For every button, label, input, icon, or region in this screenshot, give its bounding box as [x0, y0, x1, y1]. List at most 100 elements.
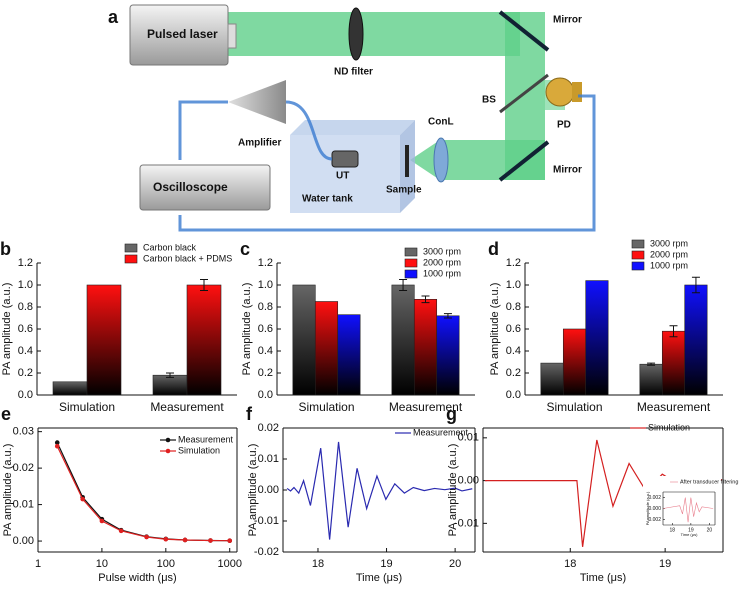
legend-marker [165, 437, 171, 443]
bar [152, 374, 188, 396]
y-tick-label: 0.002 [648, 495, 661, 501]
bar [639, 363, 663, 396]
chart: 0.0 0.2 0.4 0.6 0.8 1.0 1.2 PA amplitude (a.u.)… [488, 238, 723, 414]
chart: 0.00 0.01 0.02 0.03 1 10 100 1000 PA amplitude (… [1, 404, 242, 584]
x-tick-label: Simulation [298, 400, 354, 414]
legend-label: 3000 rpm [423, 246, 461, 256]
mirror [498, 140, 550, 182]
bar [540, 362, 564, 396]
y-tick-label: 0.2 [258, 367, 273, 379]
bar [391, 284, 415, 396]
x-tick-label: 100 [157, 558, 175, 570]
y-tick-label: 0.01 [13, 498, 34, 510]
line [56, 442, 230, 542]
chart: -0.002 0.000 0.002 18 19 20 PA amplitude (a.u.… [643, 476, 738, 539]
marker [144, 534, 149, 540]
legend-label: 1000 rpm [650, 260, 688, 270]
x-tick-label: 18 [312, 558, 324, 570]
mirror [498, 10, 550, 52]
y-tick-label: 0.01 [458, 432, 479, 444]
panel-label: f [246, 404, 253, 424]
diagram-label: Water tank [302, 194, 353, 205]
bar [684, 284, 708, 396]
legend-label: Simulation [648, 422, 690, 432]
bar [585, 280, 609, 396]
photodiode [572, 82, 582, 102]
y-tick-label: 1.2 [258, 257, 273, 269]
diagram-label: ConL [428, 117, 454, 128]
marker [182, 537, 188, 543]
y-axis-label: PA amplitude (a.u.) [247, 444, 259, 537]
y-tick-label: 0.8 [18, 301, 33, 313]
bar [337, 314, 361, 396]
y-tick-label: 1.2 [18, 257, 33, 269]
amplifier [228, 80, 286, 124]
x-tick-label: Simulation [59, 400, 115, 414]
y-tick-label: 0.000 [648, 506, 661, 512]
y-tick-label: 0.4 [506, 345, 521, 357]
x-tick-label: 20 [449, 558, 461, 570]
oscilloscope [139, 164, 271, 211]
y-tick-label: -0.02 [254, 546, 279, 558]
x-tick-label: 20 [707, 527, 713, 533]
y-axis-label: PA amplitude (a.u.) [2, 444, 14, 537]
panel-label: e [1, 404, 11, 424]
bar [562, 328, 587, 396]
y-tick-label: -0.002 [647, 517, 661, 523]
legend-label: Carbon black + PDMS [143, 253, 232, 263]
diagram-label: Amplifier [238, 138, 281, 149]
chart: -0.02 -0.01 0.00 0.01 0.02 18 19 20 PA amplitude… [246, 404, 476, 584]
error-bar [200, 279, 208, 291]
y-tick-label: 0.6 [506, 323, 521, 335]
legend-swatch [404, 269, 418, 279]
diagram-label: Mirror [553, 15, 582, 26]
legend-label: Measurement [178, 434, 234, 444]
diagram-label: Oscilloscope [153, 180, 228, 194]
x-tick-label: 10 [96, 558, 108, 570]
error-bar [166, 372, 174, 378]
water-tank [290, 120, 415, 135]
legend-label: Carbon black [143, 242, 197, 252]
line [662, 497, 714, 523]
y-tick-label: 0.00 [13, 535, 34, 547]
error-bar [443, 313, 452, 319]
legend-label: Measurement [413, 427, 469, 437]
legend-swatch [124, 243, 138, 253]
x-tick-label: 19 [380, 558, 392, 570]
laser-beam [228, 12, 520, 56]
diagram-label: Sample [386, 185, 422, 196]
y-tick-label: 0.0 [258, 389, 273, 401]
diagram-label: ND filter [334, 67, 373, 78]
bar [314, 301, 339, 396]
x-tick-label: 19 [659, 558, 671, 570]
water-tank [290, 135, 400, 213]
legend-label: Simulation [178, 445, 220, 455]
y-tick-label: 0.01 [258, 453, 279, 465]
y-tick-label: 0.0 [506, 389, 521, 401]
y-tick-label: 1.0 [506, 279, 521, 291]
panel-label: a [108, 7, 119, 27]
x-axis-label: Time (μs) [356, 572, 402, 584]
y-tick-label: 0.4 [258, 345, 273, 357]
marker [54, 440, 60, 445]
y-tick-label: 0.6 [18, 323, 33, 335]
y-axis-label: PA amplitude (a.u.) [1, 283, 13, 376]
chart: -0.01 0.00 0.01 18 19 PA amplitude (a.u.) Time… [446, 404, 724, 584]
panel-label: b [0, 239, 11, 259]
beam-splitter [499, 73, 549, 114]
lens [433, 137, 449, 183]
setup-diagram: a Pulsed laser ND filter Mirror BS PD Co… [108, 4, 596, 232]
x-axis-label: Pulse width (μs) [98, 572, 176, 584]
marker [227, 538, 233, 543]
legend-label: 1000 rpm [423, 268, 461, 278]
y-tick-label: 0.0 [18, 389, 33, 401]
x-tick-label: 1 [35, 558, 41, 570]
diagram-label: Mirror [553, 165, 582, 176]
y-tick-label: 1.2 [506, 257, 521, 269]
x-tick-label: Measurement [150, 400, 224, 414]
x-tick-label: Measurement [389, 400, 463, 414]
y-tick-label: 0.6 [258, 323, 273, 335]
y-tick-label: 0.8 [506, 301, 521, 313]
marker [54, 443, 60, 449]
